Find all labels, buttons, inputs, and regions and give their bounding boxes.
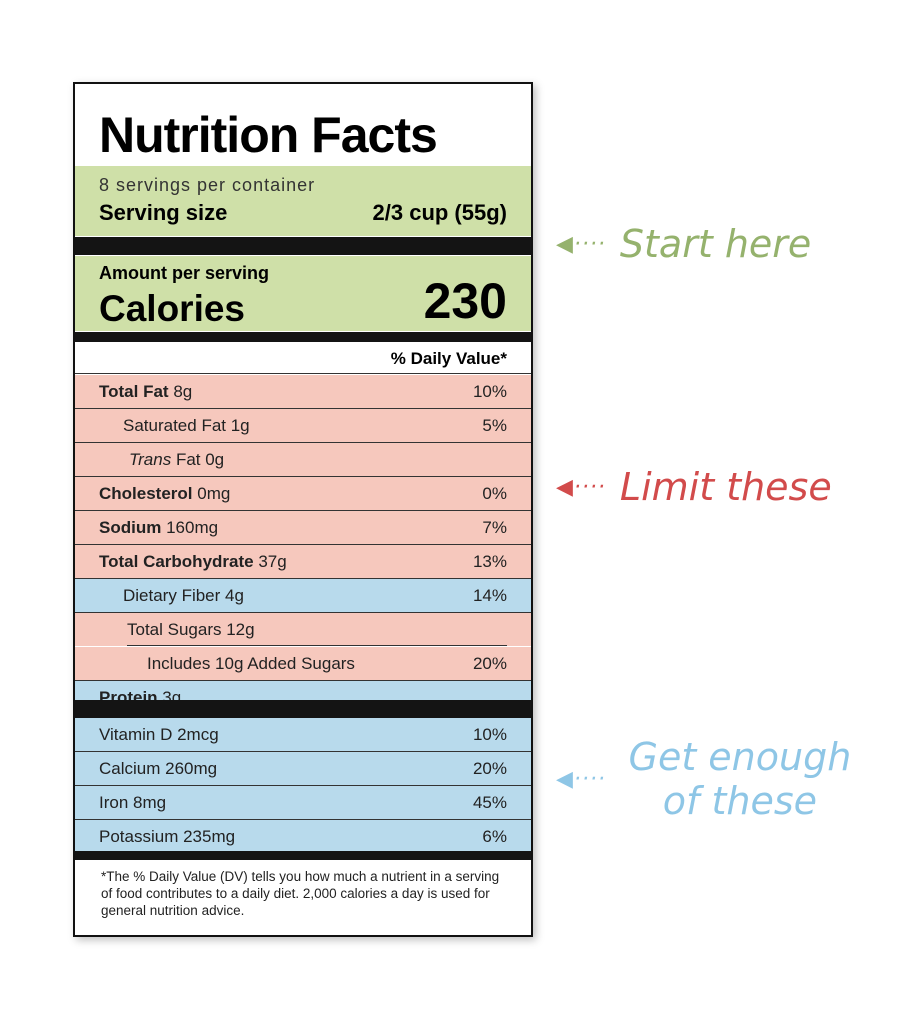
nutrient-name-text: Fat 0g (175, 449, 225, 469)
nutrient-name: Total Fat 8g (99, 382, 473, 402)
nutrient-row: Total Fat 8g 10% (75, 375, 531, 409)
nutrient-row: Total Carbohydrate 37g 13% (75, 545, 531, 579)
nutrient-row: Includes 10g Added Sugars 20% (75, 647, 531, 681)
vitamin-list: Vitamin D 2mcg 10% Calcium 260mg 20% Iron 8m… (75, 718, 531, 854)
servings: 8 servings per container (99, 175, 316, 195)
nutrient-row: Calcium 260mg 20% (75, 752, 531, 786)
annotation-text: Start here (619, 222, 812, 266)
daily-value: 10% (472, 381, 507, 401)
annotation-text: Limit these (619, 465, 832, 509)
nutrition-label: Nutrition Facts 8 servings per container… (73, 82, 533, 937)
nutrient-name-text: Sodium (99, 517, 162, 537)
nutrient-name-text: Dietary Fiber 4g (123, 585, 244, 605)
nutrient-amount: 8g (173, 381, 193, 401)
amount-per-serving: Amount per serving (99, 263, 270, 283)
nutrient-row: Sodium 160mg 7% (75, 511, 531, 545)
nutrient-name-text: Saturated Fat 1g (123, 415, 250, 435)
daily-value: 10% (472, 724, 507, 744)
serving-size-label: Serving size (99, 200, 228, 225)
daily-value: 20% (472, 758, 507, 778)
calories: 230 (423, 273, 507, 329)
nutrient-name-text: Calcium 260mg (99, 758, 218, 778)
nutrient-amount: 0mg (197, 483, 231, 503)
divider (75, 700, 531, 718)
nutrient-name-text: Iron 8mg (99, 792, 167, 812)
calories-band: Amount per serving Calories 230 (75, 256, 531, 331)
nutrient-name-text: Includes 10g Added Sugars (147, 653, 355, 673)
calories-label: Calories (99, 288, 246, 329)
nutrient-name: Saturated Fat 1g (123, 416, 482, 436)
daily-value: 13% (472, 551, 507, 571)
footnote: *The % Daily Value (DV) tells you how mu… (101, 869, 500, 918)
nutrient-list: Total Fat 8g 10% Saturated Fat 1g 5% Trans F… (75, 375, 531, 715)
nutrient-name: Cholesterol 0mg (99, 484, 482, 504)
nutrient-name-text: Total Fat (99, 381, 169, 401)
nutrient-name-italic: Trans (129, 449, 172, 469)
annotation-text: Get enough of these (628, 735, 852, 823)
nutrient-name: Vitamin D 2mcg (99, 725, 473, 745)
annotation: ◀···· Start here (556, 222, 812, 266)
daily-value: 6% (482, 826, 507, 846)
nutrient-row: Iron 8mg 45% (75, 786, 531, 820)
nutrient-row: Trans Fat 0g (75, 443, 531, 477)
title: Nutrition Facts (99, 107, 438, 163)
nutrient-amount: 160mg (166, 517, 219, 537)
nutrient-name: Dietary Fiber 4g (123, 586, 473, 606)
serving-size: 2/3 cup (55g) (372, 200, 507, 225)
daily-value: 45% (472, 792, 507, 812)
daily-value: 20% (472, 653, 507, 673)
annotation: ◀···· Get enough of these (556, 735, 860, 823)
annotation: ◀···· Limit these (556, 465, 832, 509)
nutrient-name: Potassium 235mg (99, 827, 482, 847)
nutrient-name: Iron 8mg (99, 793, 473, 813)
nutrient-name-text: Total Carbohydrate (99, 551, 254, 571)
nutrient-row: Total Sugars 12g (75, 613, 531, 646)
nutrient-name: Calcium 260mg (99, 759, 473, 779)
sub-divider (127, 645, 507, 646)
nutrient-row: Dietary Fiber 4g 14% (75, 579, 531, 613)
serving-band: 8 servings per container Serving size 2/… (75, 166, 531, 236)
nutrient-name-text: Total Sugars 12g (127, 619, 255, 639)
divider (75, 237, 531, 255)
divider (75, 332, 531, 342)
nutrient-row: Vitamin D 2mcg 10% (75, 718, 531, 752)
nutrient-name: Trans Fat 0g (129, 450, 507, 470)
daily-value: 5% (482, 415, 507, 435)
nutrient-row: Saturated Fat 1g 5% (75, 409, 531, 443)
nutrient-amount: 37g (258, 551, 287, 571)
nutrient-name: Sodium 160mg (99, 518, 482, 538)
daily-value: 0% (482, 483, 507, 503)
divider (75, 851, 531, 860)
nutrient-name: Includes 10g Added Sugars (147, 654, 473, 674)
daily-value: 7% (482, 517, 507, 537)
nutrient-name-text: Vitamin D 2mcg (99, 724, 219, 744)
daily-value: 14% (472, 585, 507, 605)
nutrient-row: Potassium 235mg 6% (75, 820, 531, 854)
nutrient-name: Total Sugars 12g (127, 620, 507, 640)
nutrient-name-text: Potassium 235mg (99, 826, 236, 846)
nutrient-row: Cholesterol 0mg 0% (75, 477, 531, 511)
dv-header: % Daily Value* (75, 343, 531, 374)
nutrient-name-text: Cholesterol (99, 483, 193, 503)
serving-size-row: Serving size 2/3 cup (55g) (99, 200, 507, 226)
nutrient-name: Total Carbohydrate 37g (99, 552, 473, 572)
